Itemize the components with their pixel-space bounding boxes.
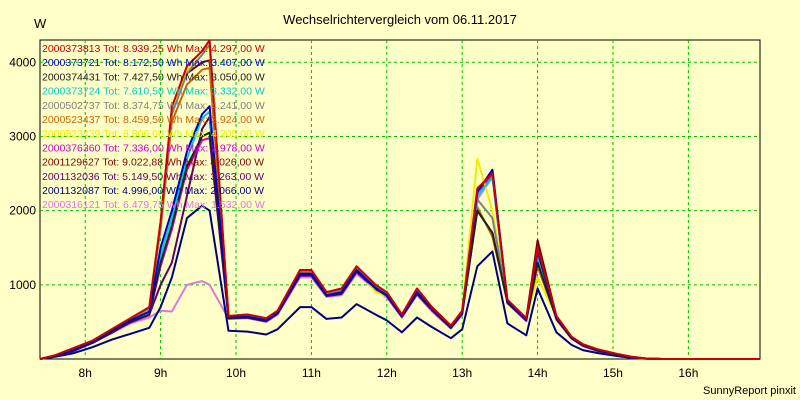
y-tick-labels: 1000 2000 3000 4000 xyxy=(9,55,36,292)
x-tick-label: 9h xyxy=(154,366,167,380)
legend-entry: 2000373813 Tot: 8.939,25 Wh Max: 4.297,0… xyxy=(42,43,265,55)
legend-entry: 2000374431 Tot: 7.427,50 Wh Max: 3.050,0… xyxy=(42,71,265,83)
x-tick-labels: 8h 9h 10h 11h 12h 13h 14h 15h 16h xyxy=(79,366,699,380)
y-tick-label: 4000 xyxy=(9,55,36,69)
legend-entry: 2001132087 Tot: 4.996,00 Wh Max: 2.066,0… xyxy=(42,185,264,197)
x-tick-label: 8h xyxy=(79,366,92,380)
series-line xyxy=(39,39,760,360)
legend-entry: 2001132036 Tot: 5.149,50 Wh Max: 3.263,0… xyxy=(42,171,264,183)
x-tick-label: 15h xyxy=(603,366,623,380)
x-tick-label: 11h xyxy=(302,366,321,380)
x-tick-label: 12h xyxy=(377,366,397,380)
y-tick-label: 1000 xyxy=(9,278,36,292)
chart-title: Wechselrichtervergleich vom 06.11.2017 xyxy=(283,12,517,27)
legend-entry: 2000373724 Tot: 7.610,50 Wh Max: 3.332,0… xyxy=(42,86,265,98)
y-axis-label: W xyxy=(34,16,47,31)
x-tick-label: 14h xyxy=(528,366,548,380)
legend: 2000373813 Tot: 8.939,25 Wh Max: 4.297,0… xyxy=(42,43,265,211)
series-lines xyxy=(39,39,760,360)
x-tick-label: 13h xyxy=(452,366,472,380)
legend-entry: 2000502737 Tot: 8.374,75 Wh Max: 4.241,0… xyxy=(42,100,265,112)
plot-area-frame xyxy=(39,39,761,360)
x-tick-label: 16h xyxy=(678,366,698,380)
legend-entry: 2000373721 Tot: 8.172,50 Wh Max: 3.407,0… xyxy=(42,57,265,69)
x-tick-label: 10h xyxy=(226,366,246,380)
legend-entry: 2001129627 Tot: 9.022,88 Wh Max: 4.026,0… xyxy=(42,157,264,169)
footer-credit: SunnyReport pinxit xyxy=(703,385,796,397)
legend-entry: 2000523437 Tot: 8.459,50 Wh Max: 3.924,0… xyxy=(42,114,265,126)
y-tick-label: 3000 xyxy=(9,129,36,143)
legend-entry: 2000316121 Tot: 6.479,75 Wh Max: 1.532,0… xyxy=(42,199,265,211)
y-tick-label: 2000 xyxy=(9,204,36,218)
legend-entry: 2000523439 Tot: 8.806,00 Wh Max: 4.205,0… xyxy=(42,128,265,140)
legend-entry: 2000376360 Tot: 7.336,00 Wh Max: 2.978,0… xyxy=(42,142,265,154)
